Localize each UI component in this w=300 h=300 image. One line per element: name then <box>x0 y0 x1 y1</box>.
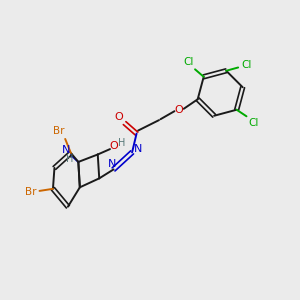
Text: O: O <box>110 140 118 151</box>
Text: H: H <box>66 154 73 164</box>
Text: H: H <box>118 138 126 148</box>
Text: N: N <box>62 145 70 155</box>
Text: N: N <box>134 144 142 154</box>
Text: O: O <box>174 105 183 115</box>
Text: O: O <box>114 112 123 122</box>
Text: N: N <box>108 159 116 169</box>
Text: Br: Br <box>25 187 36 196</box>
Text: Cl: Cl <box>241 60 251 70</box>
Text: Cl: Cl <box>183 57 194 67</box>
Text: Br: Br <box>52 127 64 136</box>
Text: Cl: Cl <box>248 118 258 128</box>
